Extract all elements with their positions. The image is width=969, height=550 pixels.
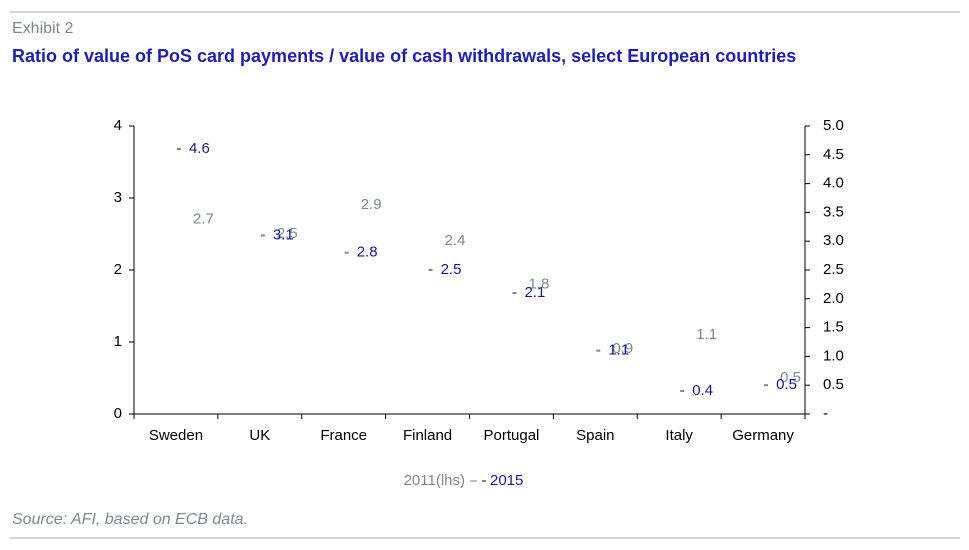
x-tick-label: Finland [403, 427, 452, 444]
y2-tick-label: 4.0 [823, 175, 844, 192]
data-label: 0.5 [780, 369, 801, 386]
marker [260, 234, 265, 237]
y-tick-label: 2 [114, 261, 122, 278]
data-label: 1.8 [528, 275, 549, 292]
data-label: 2.9 [361, 196, 382, 213]
x-tick-label: Germany [732, 427, 794, 444]
x-tick-label: Sweden [149, 427, 203, 444]
marker [177, 219, 181, 221]
y-tick-label: 0 [114, 405, 122, 422]
chart-title: Ratio of value of PoS card payments / va… [12, 46, 796, 66]
data-label: 2.7 [193, 211, 214, 228]
x-tick-label: UK [249, 427, 270, 444]
marker [176, 148, 181, 151]
y2-tick-label: 0.5 [823, 376, 844, 393]
source: Source: AFI, based on ECB data. [12, 511, 248, 528]
marker [680, 389, 685, 392]
y-tick-label: 4 [114, 117, 122, 134]
data-label: 2.8 [357, 244, 378, 261]
legend-label: 2015 [490, 472, 523, 489]
marker [512, 283, 516, 285]
y2-tick-label: 5.0 [823, 117, 844, 134]
marker [596, 349, 601, 352]
y2-tick-label: 2.0 [823, 290, 844, 307]
marker [429, 240, 433, 242]
y2-tick-label: 2.5 [823, 261, 844, 278]
x-tick-label: France [320, 427, 367, 444]
y-tick-label: 3 [114, 189, 122, 206]
y2-tick-label: 1.0 [823, 347, 844, 364]
data-label: 1.1 [608, 342, 629, 359]
x-tick-label: Italy [665, 427, 693, 444]
marker [764, 377, 768, 379]
data-label: 0.5 [776, 376, 797, 393]
data-label: 2.1 [524, 284, 545, 301]
data-label: 4.6 [189, 140, 210, 157]
exhibit-label: Exhibit 2 [12, 20, 73, 37]
x-tick-label: Portugal [484, 427, 540, 444]
y-tick-label: 1 [114, 333, 122, 350]
y2-tick-label: 3.5 [823, 203, 844, 220]
y2-tick-label: 3.0 [823, 232, 844, 249]
x-tick-label: Spain [576, 427, 614, 444]
marker [428, 269, 433, 271]
marker [680, 334, 684, 336]
marker [344, 251, 349, 254]
marker [345, 204, 349, 206]
marker [764, 384, 769, 387]
y2-tick-label: 4.5 [823, 146, 844, 163]
y2-tick-label: - [823, 405, 828, 422]
data-label: 0.9 [612, 340, 633, 357]
data-label: 0.4 [692, 382, 713, 399]
data-label: 2.5 [441, 261, 462, 278]
legend-label: 2011(lhs) [404, 472, 465, 489]
legend-marker [482, 480, 486, 482]
data-label: 1.1 [696, 326, 717, 343]
data-label: 2.5 [277, 225, 298, 242]
y2-tick-label: 1.5 [823, 319, 844, 336]
data-label: 3.1 [273, 226, 294, 243]
marker [512, 292, 517, 295]
data-label: 2.4 [445, 232, 466, 249]
